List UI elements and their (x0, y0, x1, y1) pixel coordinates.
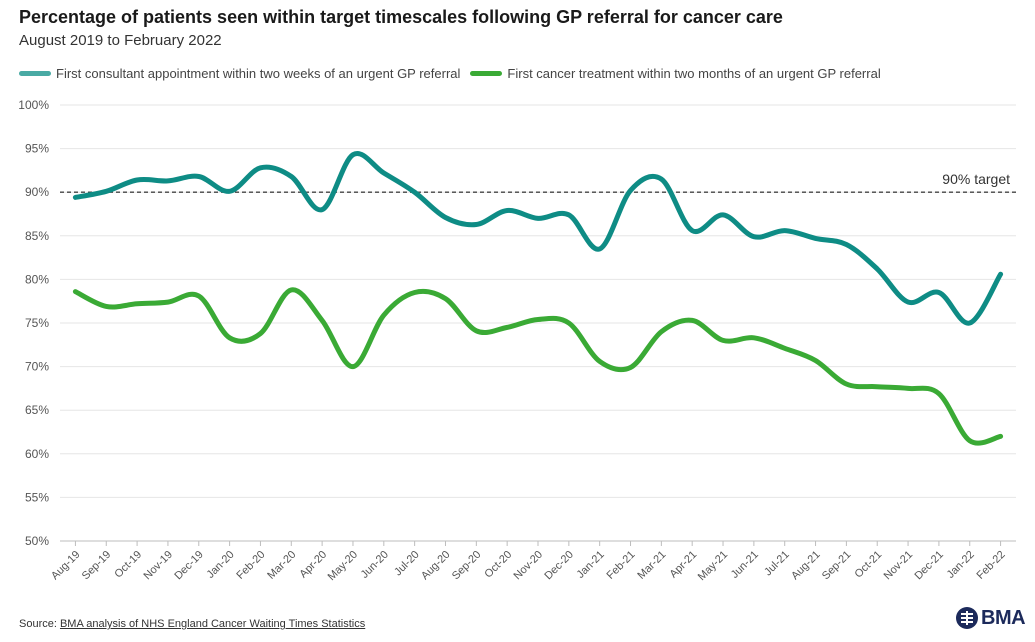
x-tick-label: Aug-20 (419, 549, 453, 583)
y-tick-label: 75% (25, 316, 49, 330)
x-tick-label: May-20 (326, 549, 360, 583)
x-tick-label: Mar-20 (265, 549, 298, 582)
y-tick-label: 95% (25, 142, 49, 156)
x-tick-label: Oct-20 (482, 549, 514, 581)
x-tick-label: May-21 (696, 549, 730, 583)
x-tick-label: Jun-20 (359, 549, 391, 581)
x-tick-label: Nov-21 (882, 549, 916, 583)
x-tick-label: Sep-19 (80, 549, 114, 583)
x-tick-label: Dec-20 (542, 549, 576, 583)
source-link[interactable]: BMA analysis of NHS England Cancer Waiti… (59, 618, 366, 630)
x-tick-label: Apr-21 (667, 549, 699, 581)
x-tick-label: Aug-21 (789, 549, 823, 583)
x-tick-label: Feb-20 (234, 549, 267, 582)
x-tick-label: Jun-21 (729, 549, 761, 581)
series-line-first-consultant (72, 151, 1004, 326)
bma-emblem-icon (956, 607, 978, 629)
x-tick-label: Aug-19 (49, 549, 83, 583)
x-tick-label: Feb-21 (605, 549, 638, 582)
legend-item-first-treatment: First cancer treatment within two months… (470, 66, 881, 81)
legend-label-first-treatment: First cancer treatment within two months… (507, 66, 881, 81)
legend-swatch-first-treatment (470, 71, 503, 76)
x-tick-label: Dec-21 (912, 549, 946, 583)
x-tick-label: Oct-21 (853, 549, 885, 581)
x-tick-label: Nov-19 (141, 549, 175, 583)
y-tick-label: 60% (25, 447, 49, 461)
chart-title: Percentage of patients seen within targe… (19, 7, 783, 27)
x-tick-label: Jul-20 (392, 549, 422, 579)
legend-swatch-first-consultant (19, 71, 51, 76)
bma-logo-text: BMA (981, 606, 1026, 629)
y-tick-label: 85% (25, 229, 49, 243)
y-tick-label: 70% (25, 360, 49, 374)
y-tick-label: 90% (25, 185, 49, 199)
target-label: 90% target (942, 171, 1010, 187)
source-prefix: Source: (19, 618, 60, 630)
y-tick-label: 100% (18, 98, 49, 112)
x-tick-label: Apr-20 (297, 549, 329, 581)
x-tick-label: Jan-22 (945, 549, 977, 581)
x-tick-label: Dec-19 (172, 549, 206, 583)
legend-item-first-consultant: First consultant appointment within two … (19, 66, 460, 81)
x-tick-label: Jan-21 (575, 549, 607, 581)
chart-subtitle: August 2019 to February 2022 (19, 32, 222, 49)
y-tick-label: 80% (25, 272, 49, 286)
y-tick-label: 65% (25, 403, 49, 417)
y-tick-label: 55% (25, 490, 49, 504)
chart-legend: First consultant appointment within two … (19, 66, 891, 81)
y-tick-label: 50% (25, 534, 49, 548)
bma-logo: BMA (955, 606, 1026, 630)
legend-label-first-consultant: First consultant appointment within two … (56, 66, 461, 81)
x-tick-label: Mar-21 (635, 549, 668, 582)
x-tick-label: Sep-21 (820, 549, 854, 583)
x-tick-label: Sep-20 (450, 549, 484, 583)
x-tick-label: Jul-21 (762, 549, 792, 579)
x-tick-label: Jan-20 (204, 549, 236, 581)
x-tick-label: Nov-20 (512, 549, 546, 583)
series-line-first-treatment (72, 287, 1004, 446)
source-note: Source: BMA analysis of NHS England Canc… (19, 618, 365, 630)
x-tick-label: Oct-19 (112, 549, 144, 581)
x-tick-label: Feb-22 (975, 549, 1008, 582)
